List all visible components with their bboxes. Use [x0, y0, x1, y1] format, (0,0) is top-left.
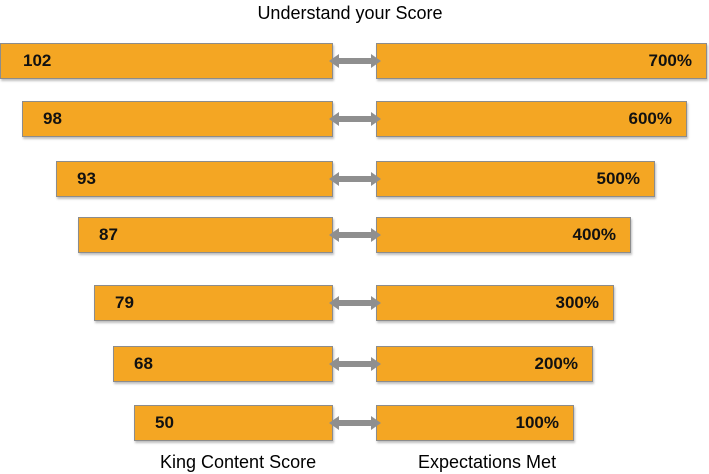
score-value: 68 [134, 354, 153, 373]
expectation-value: 400% [572, 225, 616, 244]
score-value: 102 [23, 51, 52, 70]
expectation-bar: 500% [376, 161, 655, 197]
score-bar: 68 [113, 346, 333, 382]
expectation-bar: 200% [376, 346, 593, 382]
diagram-title: Understand your Score [257, 3, 443, 23]
expectation-bar: 300% [376, 285, 614, 321]
expectation-value: 200% [534, 354, 578, 373]
expectation-value: 500% [596, 169, 640, 188]
expectation-bar: 400% [376, 217, 631, 253]
score-value: 98 [43, 109, 62, 128]
score-value: 93 [77, 169, 96, 188]
score-value: 79 [115, 293, 134, 312]
expectation-value: 700% [648, 51, 692, 70]
double-arrow-icon [329, 172, 381, 186]
score-bar: 102 [0, 43, 333, 79]
double-arrow-icon [329, 228, 381, 242]
double-arrow-icon [329, 416, 381, 430]
score-value: 87 [99, 225, 118, 244]
score-bar: 87 [78, 217, 333, 253]
double-arrow-icon [329, 112, 381, 126]
double-arrow-icon [329, 357, 381, 371]
expectation-bar: 700% [376, 43, 707, 79]
left-column-label: King Content Score [160, 452, 317, 472]
score-bar: 93 [56, 161, 333, 197]
score-value: 50 [155, 413, 174, 432]
double-arrow-icon [329, 296, 381, 310]
score-bar: 50 [134, 405, 333, 441]
expectation-value: 100% [515, 413, 559, 432]
expectation-value: 300% [555, 293, 599, 312]
score-bar: 98 [22, 101, 333, 137]
expectation-value: 600% [628, 109, 672, 128]
right-column-label: Expectations Met [418, 452, 557, 472]
expectation-bar: 600% [376, 101, 687, 137]
score-bar: 79 [94, 285, 333, 321]
expectation-bar: 100% [376, 405, 574, 441]
double-arrow-icon [329, 54, 381, 68]
